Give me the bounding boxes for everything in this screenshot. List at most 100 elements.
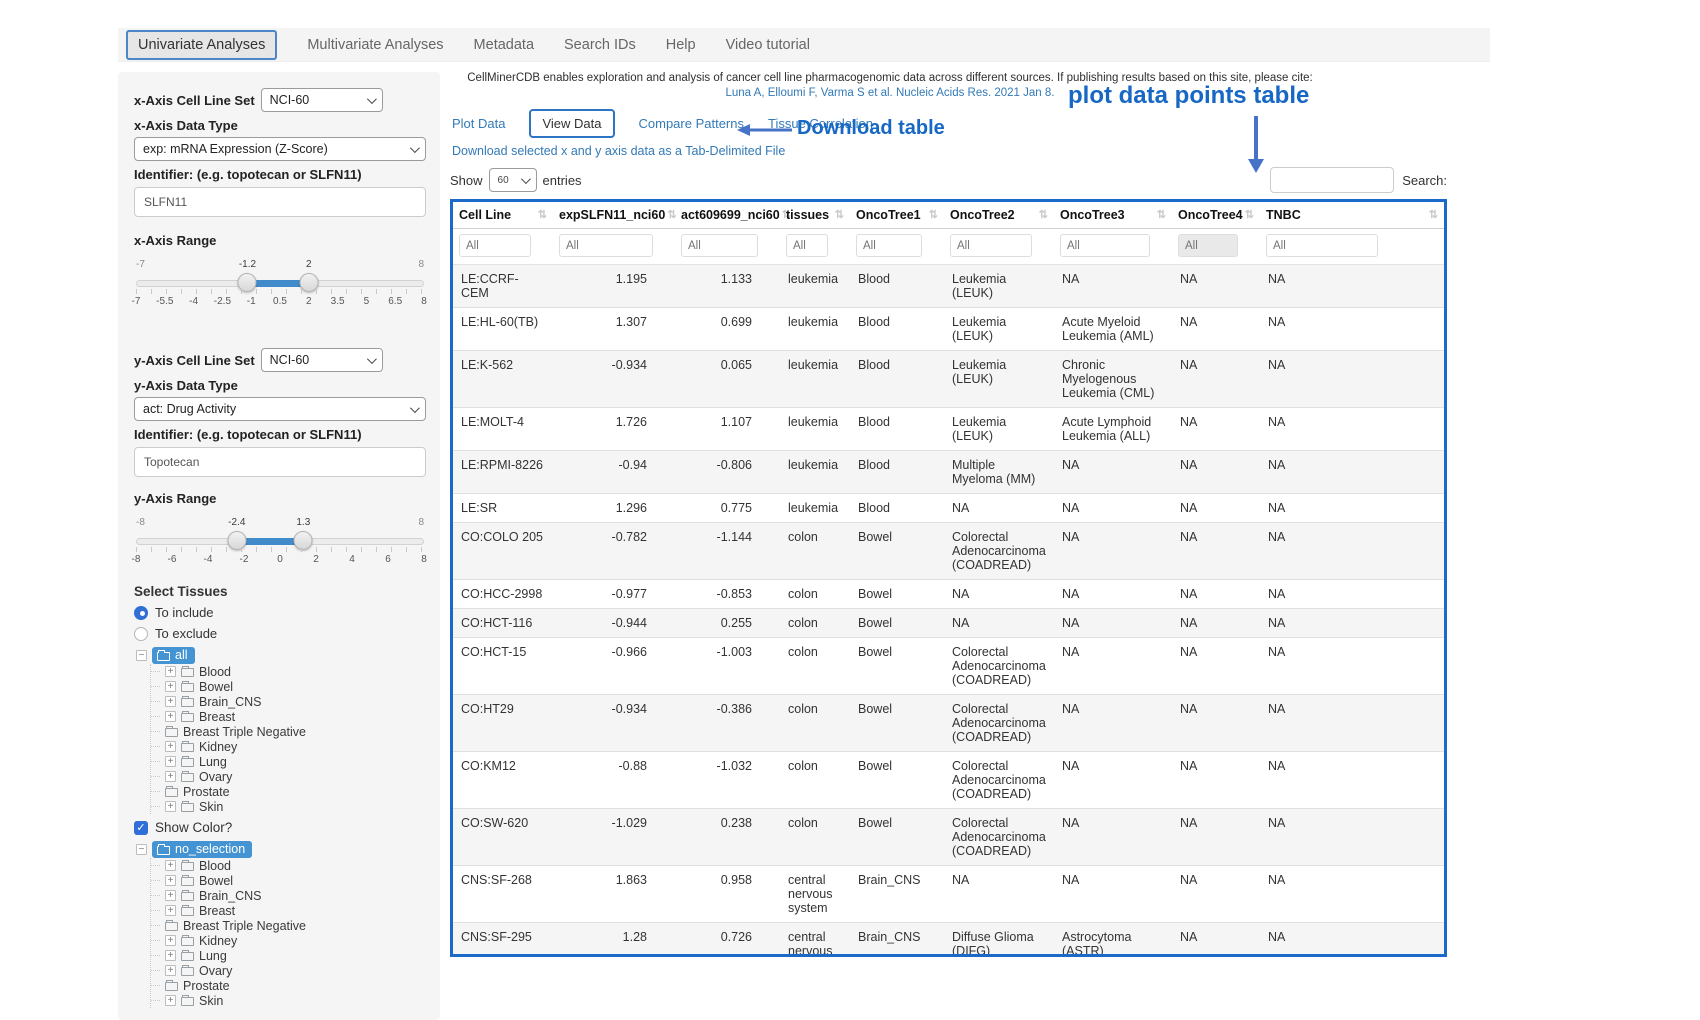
cell-oncotree2: Colorectal Adenocarcinoma (COADREAD) (952, 816, 1046, 858)
filter-input-oncotree2[interactable] (950, 234, 1032, 257)
cell-tissues: colon (788, 616, 818, 630)
tree-item-bowel[interactable]: + Bowel (151, 873, 426, 888)
tree-item-kidney[interactable]: + Kidney (151, 739, 426, 754)
expand-icon[interactable]: + (165, 935, 176, 946)
show-color-row[interactable]: ✓ Show Color? (134, 820, 426, 835)
tree-item-ovary[interactable]: + Ovary (151, 963, 426, 978)
filter-input-act609699-nci60[interactable] (681, 234, 758, 257)
expand-icon[interactable]: + (165, 890, 176, 901)
expand-icon[interactable]: + (165, 666, 176, 677)
tree-item-breast-triple-negative[interactable]: Breast Triple Negative (151, 918, 426, 933)
y-axis-data-type-select[interactable]: act: Drug Activity (134, 397, 426, 421)
column-header-oncotree1[interactable]: OncoTree1 ⇅ (850, 202, 944, 229)
filter-input-tnbc[interactable] (1266, 234, 1378, 257)
sort-icon[interactable]: ⇅ (834, 209, 844, 221)
nav-tab-search-ids[interactable]: Search IDs (564, 36, 636, 53)
radio-to-exclude[interactable]: To exclude (134, 626, 426, 641)
filter-input-expslfn11-nci60[interactable] (559, 234, 653, 257)
expand-icon[interactable]: + (165, 711, 176, 722)
radio-exclude-control[interactable] (134, 626, 148, 641)
column-header-oncotree2[interactable]: OncoTree2 ⇅ (944, 202, 1054, 229)
column-header-tissues[interactable]: tissues ⇅ (780, 202, 850, 229)
tree-item-ovary[interactable]: + Ovary (151, 769, 426, 784)
tree-item-blood[interactable]: + Blood (151, 664, 426, 679)
collapse-icon[interactable]: − (136, 844, 147, 855)
x-axis-range-slider[interactable]: -1.2 2 -7 8 -7 -5.5 -4 -2.5 -1 0.5 2 3.5 5 6.5 8 (132, 259, 427, 307)
sort-icon[interactable]: ⇅ (1428, 209, 1438, 221)
expand-icon[interactable]: + (165, 681, 176, 692)
nav-tab-video-tutorial[interactable]: Video tutorial (725, 36, 810, 53)
tab-view-data[interactable]: View Data (529, 108, 615, 138)
sort-icon[interactable]: ⇅ (1156, 209, 1166, 221)
expand-icon[interactable]: + (165, 965, 176, 976)
tab-tissue-correlation[interactable]: Tissue Correlation (768, 115, 874, 131)
x-axis-cell-line-set-select[interactable]: NCI-60 (260, 88, 383, 112)
download-tab-delimited-link[interactable]: Download selected x and y axis data as a… (452, 144, 786, 158)
sort-icon[interactable]: ⇅ (537, 209, 547, 221)
filter-input-oncotree3[interactable] (1060, 234, 1150, 257)
tree-item-blood[interactable]: + Blood (151, 858, 426, 873)
cell-oncotree4: NA (1180, 315, 1198, 329)
show-color-checkbox[interactable]: ✓ (134, 820, 148, 835)
tree-item-breast[interactable]: + Breast (151, 903, 426, 918)
collapse-icon[interactable]: − (136, 650, 147, 661)
radio-include-control[interactable] (134, 605, 148, 620)
tab-plot-data[interactable]: Plot Data (452, 115, 506, 131)
column-header-expslfn11-nci60[interactable]: expSLFN11_nci60 ⇅ (553, 202, 677, 229)
citation-link[interactable]: Luna A, Elloumi F, Varma S et al. Nuclei… (725, 87, 1055, 99)
column-header-cell-line[interactable]: Cell Line ⇅ (453, 202, 553, 229)
column-header-tnbc[interactable]: TNBC ⇅ (1260, 202, 1444, 229)
nav-tab-metadata[interactable]: Metadata (473, 36, 535, 53)
nav-tab-help[interactable]: Help (665, 36, 696, 53)
tree-item-skin[interactable]: + Skin (151, 993, 426, 1008)
filter-input-oncotree4[interactable] (1178, 234, 1238, 257)
tab-compare-patterns[interactable]: Compare Patterns (638, 115, 745, 131)
expand-icon[interactable]: + (165, 995, 176, 1006)
sort-icon[interactable]: ⇅ (1038, 209, 1048, 221)
expand-icon[interactable]: + (165, 801, 176, 812)
tree-item-breast[interactable]: + Breast (151, 709, 426, 724)
tree-item-prostate[interactable]: Prostate (151, 784, 426, 799)
expand-icon[interactable]: + (165, 875, 176, 886)
column-header-act609699-nci60[interactable]: act609699_nci60 ⇅ (675, 202, 791, 229)
expand-icon[interactable]: + (165, 860, 176, 871)
filter-input-cell-line[interactable] (459, 234, 531, 257)
nav-tab-multivariate-analyses[interactable]: Multivariate Analyses (307, 36, 444, 53)
tree-item-prostate[interactable]: Prostate (151, 978, 426, 993)
tree-root-node[interactable]: no_selection (152, 841, 253, 858)
sort-icon[interactable]: ⇅ (928, 209, 938, 221)
y-axis-range-slider[interactable]: -2.4 1.3 -8 8 -8 -6 -4 -2 0 2 4 6 8 (132, 517, 427, 565)
filter-input-oncotree1[interactable] (856, 234, 922, 257)
expand-icon[interactable]: + (165, 756, 176, 767)
x-axis-data-type-select[interactable]: exp: mRNA Expression (Z-Score) (134, 137, 426, 161)
expand-icon[interactable]: + (165, 696, 176, 707)
tree-item-breast-triple-negative[interactable]: Breast Triple Negative (151, 724, 426, 739)
expand-icon[interactable]: + (165, 741, 176, 752)
tree-item-kidney[interactable]: + Kidney (151, 933, 426, 948)
sort-icon[interactable]: ⇅ (781, 209, 791, 221)
tree-item-bowel[interactable]: + Bowel (151, 679, 426, 694)
tree-item-lung[interactable]: + Lung (151, 754, 426, 769)
filter-input-tissues[interactable] (786, 234, 828, 257)
expand-icon[interactable]: + (165, 905, 176, 916)
search-input[interactable] (1270, 167, 1395, 193)
expand-icon[interactable]: + (165, 771, 176, 782)
entries-select[interactable]: 60 (488, 168, 537, 192)
tree-root-all[interactable]: − all (136, 647, 426, 664)
tree-root-no-selection[interactable]: − no_selection (136, 841, 426, 858)
tree-item-skin[interactable]: + Skin (151, 799, 426, 814)
tree-item-brain-cns[interactable]: + Brain_CNS (151, 694, 426, 709)
column-header-oncotree3[interactable]: OncoTree3 ⇅ (1054, 202, 1172, 229)
cell-cell-line: CO:HT29 (461, 702, 514, 716)
nav-tab-univariate-analyses[interactable]: Univariate Analyses (126, 29, 278, 60)
y-identifier-input[interactable] (134, 447, 426, 477)
tree-root-node[interactable]: all (152, 647, 195, 664)
y-axis-cell-line-set-select[interactable]: NCI-60 (260, 348, 383, 372)
tree-item-brain-cns[interactable]: + Brain_CNS (151, 888, 426, 903)
sort-icon[interactable]: ⇅ (1244, 209, 1254, 221)
column-header-oncotree4[interactable]: OncoTree4 ⇅ (1172, 202, 1260, 229)
x-identifier-input[interactable] (134, 187, 426, 217)
cell-oncotree3: Chronic Myelogenous Leukemia (CML) (1062, 358, 1155, 400)
radio-to-include[interactable]: To include (134, 605, 426, 620)
sort-icon[interactable]: ⇅ (667, 209, 677, 221)
